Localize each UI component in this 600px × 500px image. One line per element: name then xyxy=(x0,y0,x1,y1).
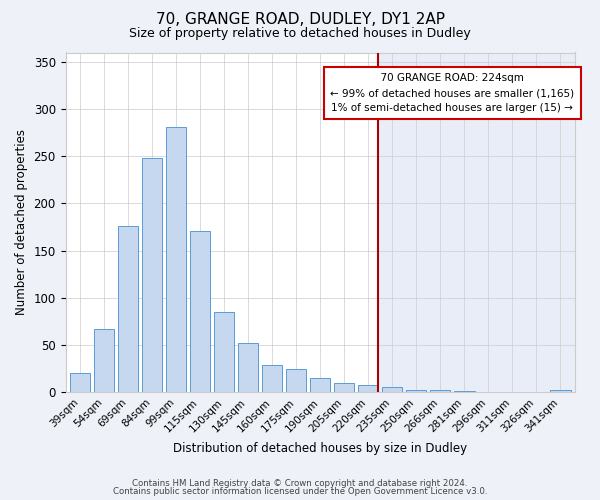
Bar xyxy=(286,370,307,392)
Bar xyxy=(550,390,571,392)
Text: Size of property relative to detached houses in Dudley: Size of property relative to detached ho… xyxy=(129,28,471,40)
Bar xyxy=(382,387,403,392)
Bar xyxy=(70,373,90,392)
Bar xyxy=(310,378,331,392)
Bar xyxy=(358,386,379,392)
Text: 70 GRANGE ROAD: 224sqm  
← 99% of detached houses are smaller (1,165)
1% of semi: 70 GRANGE ROAD: 224sqm ← 99% of detached… xyxy=(330,73,574,113)
Bar xyxy=(166,127,186,392)
Text: Contains public sector information licensed under the Open Government Licence v3: Contains public sector information licen… xyxy=(113,487,487,496)
Bar xyxy=(454,391,475,392)
Bar xyxy=(190,230,210,392)
Bar xyxy=(430,390,451,392)
Bar xyxy=(118,226,138,392)
Bar xyxy=(142,158,162,392)
Bar xyxy=(214,312,234,392)
Y-axis label: Number of detached properties: Number of detached properties xyxy=(15,129,28,315)
Bar xyxy=(238,343,259,392)
Bar xyxy=(262,364,283,392)
Bar xyxy=(406,390,427,392)
Bar xyxy=(334,382,355,392)
Text: Contains HM Land Registry data © Crown copyright and database right 2024.: Contains HM Land Registry data © Crown c… xyxy=(132,478,468,488)
Text: 70, GRANGE ROAD, DUDLEY, DY1 2AP: 70, GRANGE ROAD, DUDLEY, DY1 2AP xyxy=(155,12,445,28)
Bar xyxy=(94,329,114,392)
Bar xyxy=(379,52,575,392)
X-axis label: Distribution of detached houses by size in Dudley: Distribution of detached houses by size … xyxy=(173,442,467,455)
